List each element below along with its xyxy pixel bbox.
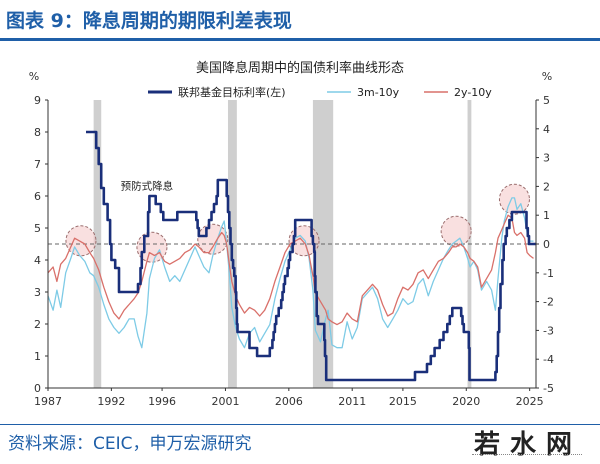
series-line-1: [47, 197, 534, 349]
right-tick-label: 2: [543, 180, 550, 193]
footer-rule: [0, 424, 600, 425]
right-tick-label: -4: [543, 353, 554, 366]
x-tick-label: 2015: [389, 395, 417, 408]
watermark-logo: 若水网: [473, 430, 582, 460]
chart-container: 0 1 2 3 4 5 6 7 8 9 -5 -4 -3 -2 -1 0 1 2 3 4 5 1987 1992 1996 20…: [0, 46, 600, 422]
x-tick-label: 2001: [211, 395, 239, 408]
right-tick-label: -3: [543, 324, 554, 337]
left-tick-label: 6: [34, 190, 41, 203]
right-tick-label: 0: [543, 238, 550, 251]
right-axis-unit: %: [542, 70, 552, 83]
highlight-circle-4: [440, 215, 472, 247]
legend-label-2: 2y-10y: [454, 86, 492, 99]
x-tick-label: 2020: [452, 395, 480, 408]
right-tick-label: 4: [543, 123, 550, 136]
series-line-2: [47, 214, 534, 326]
left-tick-label: 2: [34, 318, 41, 331]
left-tick-label: 7: [34, 158, 41, 171]
highlight-circle-0: [65, 225, 97, 257]
figure-title: 图表 9：降息周期的期限利差表现: [6, 10, 292, 32]
source-note: 资料来源：CEIC，申万宏源研究: [8, 434, 252, 454]
title-rule: [0, 38, 600, 41]
chart-title: 美国降息周期中的国债利率曲线形态: [196, 60, 404, 76]
right-tick-label: 1: [543, 209, 550, 222]
left-tick-label: 4: [34, 254, 41, 267]
legend-label-1: 3m-10y: [357, 86, 400, 99]
right-tick-label: 3: [543, 152, 550, 165]
x-tick-label: 1996: [148, 395, 176, 408]
left-axis-unit: %: [29, 70, 39, 83]
left-tick-label: 3: [34, 286, 41, 299]
x-tick-label: 2006: [275, 395, 303, 408]
highlight-circle-2: [197, 223, 229, 255]
annotation-label: 预防式降息: [121, 180, 174, 193]
right-tick-label: -1: [543, 267, 554, 280]
yield-curve-chart: 0 1 2 3 4 5 6 7 8 9 -5 -4 -3 -2 -1 0 1 2 3 4 5 1987 1992 1996 20…: [29, 60, 554, 408]
left-tick-label: 8: [34, 126, 41, 139]
left-tick-label: 0: [34, 382, 41, 395]
x-tick-label: 2025: [516, 395, 544, 408]
right-tick-label: -2: [543, 296, 554, 309]
x-tick-label: 1992: [97, 395, 125, 408]
right-tick-label: 5: [543, 94, 550, 107]
legend-label-0: 联邦基金目标利率(左): [178, 85, 286, 99]
watermark-underline: [472, 454, 582, 459]
x-tick-label: 2011: [338, 395, 366, 408]
left-tick-label: 5: [34, 222, 41, 235]
x-tick-label: 1987: [34, 395, 62, 408]
series-line-0: [86, 130, 536, 382]
right-tick-label: -5: [543, 382, 554, 395]
left-tick-label: 9: [34, 94, 41, 107]
left-tick-label: 1: [34, 350, 41, 363]
